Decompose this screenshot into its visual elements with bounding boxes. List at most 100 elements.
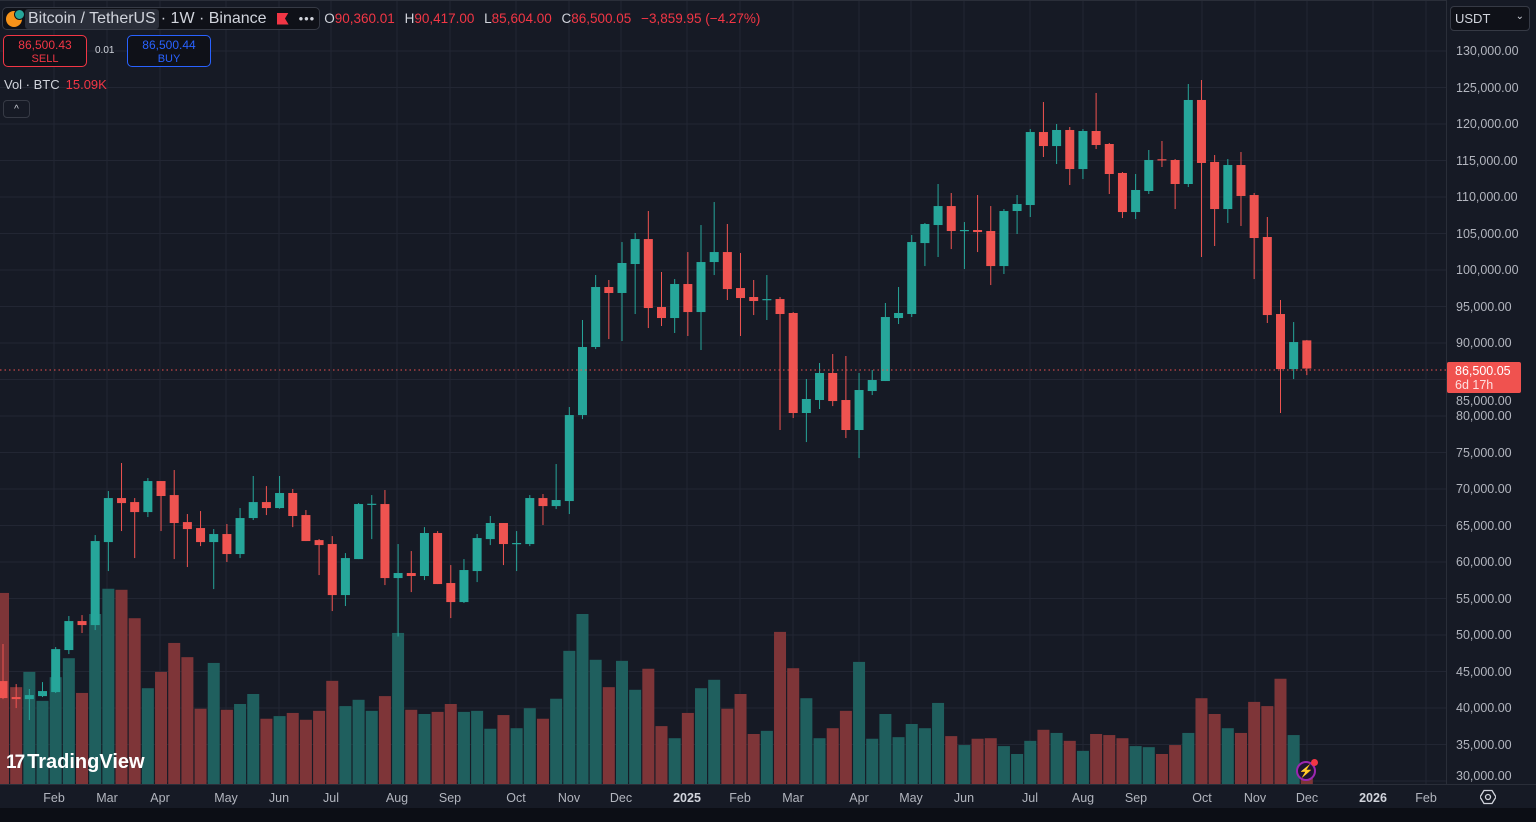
candle[interactable] — [1183, 83, 1193, 187]
candle[interactable] — [709, 202, 719, 276]
candle[interactable] — [907, 235, 917, 318]
candle[interactable] — [209, 529, 219, 590]
candle[interactable] — [419, 527, 429, 581]
more-icon[interactable]: ••• — [298, 11, 316, 26]
candle[interactable] — [1249, 192, 1259, 280]
candle[interactable] — [1052, 124, 1062, 165]
candle[interactable] — [393, 544, 403, 637]
candle[interactable] — [801, 378, 811, 443]
candle[interactable] — [51, 647, 61, 694]
candle[interactable] — [762, 275, 772, 321]
symbol-name[interactable]: Bitcoin / TetherUS — [25, 8, 159, 29]
symbol-legend[interactable]: Bitcoin / TetherUS · 1W · Binance ••• — [2, 7, 321, 30]
candle[interactable] — [169, 470, 179, 560]
candle[interactable] — [1038, 102, 1048, 157]
candle[interactable] — [1170, 159, 1180, 210]
candle[interactable] — [736, 252, 746, 336]
candle[interactable] — [815, 363, 825, 409]
tradingview-logo[interactable]: 17 TradingView — [6, 751, 145, 774]
candle[interactable] — [1223, 159, 1233, 223]
candle[interactable] — [288, 489, 298, 528]
candle[interactable] — [1025, 129, 1035, 218]
candle[interactable] — [630, 232, 640, 315]
candle[interactable] — [696, 225, 706, 351]
candle[interactable] — [722, 224, 732, 301]
currency-select[interactable]: USDT ⌄ — [1450, 6, 1530, 31]
candle[interactable] — [788, 312, 798, 419]
lightning-icon[interactable]: ⚡ — [1296, 759, 1318, 781]
candle[interactable] — [933, 184, 943, 258]
candle[interactable] — [275, 476, 285, 509]
candle[interactable] — [64, 616, 74, 655]
candle[interactable] — [248, 476, 258, 521]
candle[interactable] — [1144, 149, 1154, 195]
candle[interactable] — [643, 211, 653, 329]
candle[interactable] — [512, 531, 522, 572]
collapse-legend-button[interactable]: ^ — [3, 100, 30, 118]
sell-button[interactable]: 86,500.43 SELL — [3, 35, 87, 67]
candle[interactable] — [1078, 129, 1088, 180]
candle[interactable] — [920, 222, 930, 267]
candle[interactable] — [946, 192, 956, 250]
candle[interactable] — [446, 565, 456, 619]
flag-icon[interactable] — [276, 12, 289, 25]
candle[interactable] — [749, 280, 759, 316]
candle[interactable] — [354, 503, 364, 560]
candle[interactable] — [380, 490, 390, 586]
candle[interactable] — [117, 463, 127, 532]
candle[interactable] — [90, 535, 100, 631]
candle[interactable] — [841, 355, 851, 439]
order-quantity[interactable]: 0.01 — [95, 45, 115, 56]
candle[interactable] — [538, 494, 548, 525]
candle[interactable] — [77, 615, 87, 634]
candle[interactable] — [591, 275, 601, 350]
candle[interactable] — [485, 516, 495, 546]
candle[interactable] — [973, 195, 983, 253]
candle[interactable] — [340, 553, 350, 607]
candle[interactable] — [867, 370, 877, 396]
candle[interactable] — [854, 373, 864, 459]
time-axis[interactable]: Feb Mar Apr May Jun Jul Aug Sep Oct Nov Dec 2025 Feb… — [0, 784, 1536, 808]
candle[interactable] — [1210, 155, 1220, 246]
candle[interactable] — [959, 222, 969, 270]
candle[interactable] — [604, 280, 614, 340]
candle[interactable] — [235, 508, 245, 559]
candle[interactable] — [617, 242, 627, 342]
candle[interactable] — [999, 209, 1009, 275]
candle[interactable] — [1196, 79, 1206, 258]
candle[interactable] — [1065, 126, 1075, 186]
candle[interactable] — [406, 551, 416, 593]
candle[interactable] — [1117, 172, 1127, 219]
candle[interactable] — [1104, 142, 1114, 195]
candle[interactable] — [182, 514, 192, 568]
candle[interactable] — [880, 302, 890, 382]
candle[interactable] — [459, 559, 469, 604]
candle[interactable] — [222, 524, 232, 562]
settings-gear-icon[interactable] — [1480, 789, 1496, 805]
candle[interactable] — [433, 531, 443, 585]
candle[interactable] — [327, 536, 337, 612]
candle[interactable] — [1012, 195, 1022, 235]
candle[interactable] — [986, 206, 996, 286]
candle[interactable] — [577, 320, 587, 420]
candle[interactable] — [1157, 141, 1167, 167]
candle[interactable] — [472, 534, 482, 583]
candle[interactable] — [1275, 300, 1285, 414]
candle[interactable] — [11, 684, 21, 709]
candle[interactable] — [301, 510, 311, 542]
candle[interactable] — [894, 287, 904, 325]
candle[interactable] — [130, 498, 140, 559]
candle[interactable] — [24, 689, 34, 721]
candle[interactable] — [367, 495, 377, 540]
volume-legend[interactable]: Vol · BTC 15.09K — [4, 77, 107, 92]
candle[interactable] — [551, 464, 561, 510]
candle[interactable] — [261, 486, 271, 516]
candle[interactable] — [1236, 152, 1246, 226]
candle[interactable] — [196, 511, 206, 547]
candle[interactable] — [657, 272, 666, 326]
candle[interactable] — [564, 407, 574, 515]
candle[interactable] — [1289, 322, 1299, 380]
candle[interactable] — [314, 539, 324, 576]
candle[interactable] — [1091, 92, 1101, 150]
candle[interactable] — [525, 495, 535, 547]
